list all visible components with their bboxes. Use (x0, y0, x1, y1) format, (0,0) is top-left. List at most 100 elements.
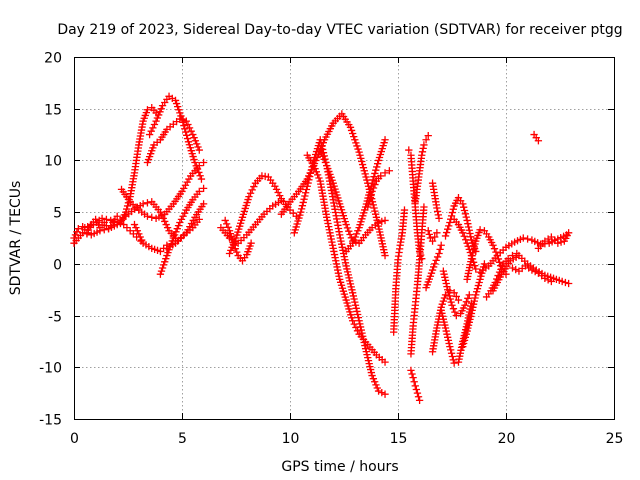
data-point-interp (334, 194, 342, 202)
data-point-interp (311, 150, 320, 159)
data-point-interp (292, 223, 300, 231)
series-arc-7 (156, 184, 208, 278)
data-point-interp (513, 237, 522, 245)
data-point-interp (419, 144, 427, 153)
data-point-interp (129, 200, 137, 209)
data-point-interp (164, 249, 172, 257)
data-point-interp (434, 211, 442, 219)
data-point-interp (344, 271, 352, 279)
data-point (81, 224, 89, 232)
data-point-interp (466, 229, 474, 238)
data-point-interp (353, 307, 361, 316)
data-point-interp (159, 244, 168, 252)
data-point-interp (331, 185, 339, 193)
data-point-interp (315, 174, 323, 182)
y-tick-label: -15 (39, 413, 62, 429)
data-point-interp (462, 213, 470, 221)
data-point-interp (171, 231, 179, 239)
data-point (452, 311, 460, 320)
data-point-interp (473, 234, 481, 242)
data-point-interp (191, 137, 200, 145)
data-point-interp (302, 189, 310, 197)
data-point (472, 291, 480, 299)
data-point-interp (161, 217, 169, 226)
data-point (435, 249, 443, 258)
x-tick-label: 10 (282, 431, 300, 447)
data-point-interp (465, 318, 473, 326)
data-point-interp (321, 158, 330, 167)
data-point (467, 309, 476, 318)
data-point-interp (143, 199, 152, 207)
data-point (435, 214, 443, 222)
data-point-interp (132, 224, 140, 232)
data-point-interp (362, 348, 370, 356)
series-arc-9 (130, 220, 171, 256)
data-point-interp (347, 126, 356, 135)
data-point-interp (531, 237, 539, 246)
data-point-interp (339, 287, 348, 295)
data-point (232, 234, 240, 242)
data-point (564, 279, 573, 288)
data-point (355, 224, 363, 232)
y-tick-label: 5 (53, 206, 62, 222)
data-point-interp (192, 162, 200, 170)
data-point-interp (354, 310, 362, 319)
data-point (409, 373, 417, 382)
data-point-interp (372, 381, 380, 389)
data-point-interp (327, 173, 335, 181)
data-point-interp (424, 278, 432, 286)
data-point-interp (161, 258, 169, 266)
x-axis-label: GPS time / hours (281, 459, 398, 475)
data-point-interp (427, 269, 436, 277)
data-point-interp (227, 246, 235, 255)
data-point (431, 233, 439, 241)
data-point-interp (312, 147, 321, 156)
series-arc-6 (143, 115, 203, 167)
data-point-interp (368, 198, 377, 206)
data-point-interp (323, 130, 332, 138)
data-point-interp (467, 233, 475, 241)
y-tick-label: 20 (44, 51, 62, 67)
data-point (113, 218, 121, 227)
data-point-interp (84, 222, 92, 231)
data-point-interp (445, 222, 453, 230)
data-point (98, 214, 106, 222)
data-point-interp (443, 330, 451, 338)
data-point-interp (367, 368, 376, 377)
data-point (374, 218, 383, 227)
data-point-interp (352, 230, 361, 238)
data-point-interp (459, 304, 468, 312)
data-point-interp (155, 111, 163, 119)
data-point (195, 187, 203, 196)
data-point-interp (156, 108, 164, 116)
data-point (342, 220, 350, 229)
data-point-interp (563, 231, 571, 240)
data-point (534, 137, 543, 145)
data-point (152, 117, 160, 125)
data-point (346, 123, 355, 131)
data-point-interp (193, 140, 201, 148)
data-point (411, 382, 419, 390)
data-point (415, 396, 424, 405)
series-arc-26 (428, 287, 463, 356)
data-point-interp (464, 294, 472, 302)
data-point (463, 327, 471, 335)
data-point-interp (372, 166, 380, 174)
data-point (459, 342, 467, 351)
data-point (446, 218, 454, 227)
data-point-interp (534, 239, 542, 247)
data-point (431, 260, 439, 268)
data-point-interp (325, 167, 333, 176)
data-point-interp (358, 160, 367, 169)
data-point-interp (378, 237, 386, 245)
data-point (504, 255, 512, 263)
data-point-interp (359, 164, 368, 172)
data-point-interp (236, 222, 244, 230)
data-point-interp (123, 205, 131, 213)
data-point-interp (148, 147, 156, 155)
data-point-interp (470, 297, 478, 305)
data-point (463, 239, 471, 247)
data-point-interp (229, 238, 237, 246)
data-point-interp (428, 266, 437, 274)
data-point-interp (336, 278, 345, 286)
